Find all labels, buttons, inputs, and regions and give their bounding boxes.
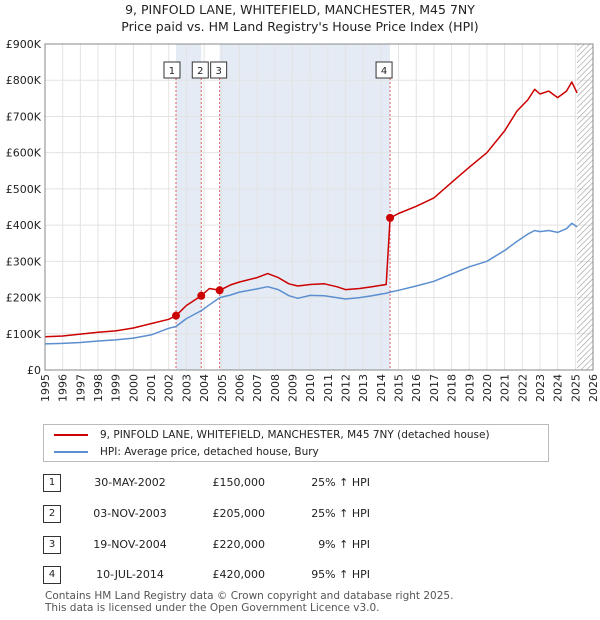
x-tick-label: 2006 (233, 374, 246, 402)
x-tick-label: 2012 (340, 374, 353, 402)
x-tick-label: 2013 (357, 374, 370, 402)
shaded-period (219, 44, 391, 370)
y-tick-label: £100K (6, 328, 42, 341)
x-tick-label: 2024 (552, 374, 565, 402)
x-tick-label: 2014 (375, 374, 388, 402)
hpi-line (44, 222, 578, 345)
sale-label-number: 3 (215, 66, 221, 77)
y-tick-label: £400K (6, 219, 42, 232)
transaction-hpi-change: 9% ↑ HPI (318, 538, 370, 551)
legend-property-swatch (54, 434, 88, 436)
x-tick-label: 1999 (110, 374, 123, 402)
transaction-badge: 2 (43, 505, 61, 523)
chart-title-address: 9, PINFOLD LANE, WHITEFIELD, MANCHESTER,… (125, 2, 475, 17)
transaction-date: 03-NOV-2003 (93, 507, 167, 520)
x-tick-label: 2004 (198, 374, 211, 402)
sale-label-box (191, 61, 209, 79)
sale-label-number: 4 (381, 66, 387, 77)
x-tick-label: 1998 (92, 374, 105, 402)
transaction-row: 3 19-NOV-2004 £220,000 9% ↑ HPI (0, 536, 600, 556)
transaction-badge: 3 (43, 536, 61, 554)
transaction-hpi-change: 25% ↑ HPI (311, 476, 370, 489)
property-price-line (44, 81, 578, 338)
y-tick-label: £300K (6, 255, 42, 268)
sale-label-box (163, 61, 181, 79)
x-tick-label: 2025 (569, 374, 582, 402)
x-tick-label: 2010 (304, 374, 317, 402)
y-tick-label: £900K (6, 38, 42, 51)
transaction-row: 4 10-JUL-2014 £420,000 95% ↑ HPI (0, 566, 600, 586)
x-tick-label: 2019 (463, 374, 476, 402)
transaction-price: £150,000 (212, 476, 266, 489)
transaction-row: 1 30-MAY-2002 £150,000 25% ↑ HPI (0, 474, 600, 494)
transaction-date: 10-JUL-2014 (96, 568, 164, 581)
x-tick-label: 2020 (481, 374, 494, 402)
x-tick-label: 2011 (322, 374, 335, 402)
transaction-date: 19-NOV-2004 (93, 538, 167, 551)
sale-point (386, 213, 395, 222)
x-tick-label: 2023 (534, 374, 547, 402)
sale-label-box (375, 61, 393, 79)
transaction-badge: 4 (43, 566, 61, 584)
x-tick-label: 2000 (127, 374, 140, 402)
y-tick-label: £500K (6, 183, 42, 196)
x-tick-label: 2003 (180, 374, 193, 402)
footer-copyright: Contains HM Land Registry data © Crown c… (45, 590, 454, 602)
x-tick-label: 1995 (39, 374, 52, 402)
x-tick-label: 2001 (145, 374, 158, 402)
x-tick-label: 2005 (216, 374, 229, 402)
sale-label-number: 2 (197, 66, 203, 77)
legend-hpi-swatch (54, 451, 88, 453)
x-tick-label: 2021 (499, 374, 512, 402)
x-tick-label: 2002 (163, 374, 176, 402)
x-tick-label: 2026 (587, 374, 600, 402)
x-tick-label: 2017 (428, 374, 441, 402)
x-tick-label: 2015 (393, 374, 406, 402)
x-tick-label: 2007 (251, 374, 264, 402)
x-tick-label: 1997 (74, 374, 87, 402)
transaction-hpi-change: 25% ↑ HPI (311, 507, 370, 520)
shaded-period (175, 44, 202, 370)
y-tick-label: £0 (27, 364, 41, 377)
legend-hpi-label: HPI: Average price, detached house, Bury (100, 446, 319, 458)
transaction-hpi-change: 95% ↑ HPI (311, 568, 370, 581)
legend-property-label: 9, PINFOLD LANE, WHITEFIELD, MANCHESTER,… (100, 429, 490, 441)
x-tick-label: 2016 (410, 374, 423, 402)
y-tick-label: £700K (6, 110, 42, 123)
x-tick-label: 2018 (446, 374, 459, 402)
footer-licence: This data is licensed under the Open Gov… (45, 602, 380, 614)
future-hatched-area (577, 44, 593, 370)
transaction-badge: 1 (43, 474, 61, 492)
transaction-price: £220,000 (212, 538, 266, 551)
sale-label-number: 1 (169, 66, 175, 77)
sale-point (171, 311, 180, 320)
transaction-date: 30-MAY-2002 (94, 476, 166, 489)
transaction-price: £420,000 (212, 568, 266, 581)
transaction-price: £205,000 (212, 507, 266, 520)
y-tick-label: £200K (6, 292, 42, 305)
x-tick-label: 2008 (269, 374, 282, 402)
y-tick-label: £600K (6, 147, 42, 160)
y-tick-label: £800K (6, 74, 42, 87)
x-tick-label: 2022 (516, 374, 529, 402)
sale-point (215, 286, 224, 295)
sale-point (197, 291, 206, 300)
transaction-row: 2 03-NOV-2003 £205,000 25% ↑ HPI (0, 505, 600, 525)
chart-legend: 9, PINFOLD LANE, WHITEFIELD, MANCHESTER,… (43, 424, 549, 462)
x-tick-label: 2009 (286, 374, 299, 402)
chart-subtitle: Price paid vs. HM Land Registry's House … (121, 19, 479, 34)
plot-border (44, 43, 594, 371)
x-tick-label: 1996 (57, 374, 70, 402)
price-chart: 1 2 3 4 £0 £100K £200K £300K £400K £500K £600K £70… (6, 38, 600, 402)
sale-label-box (210, 61, 228, 79)
